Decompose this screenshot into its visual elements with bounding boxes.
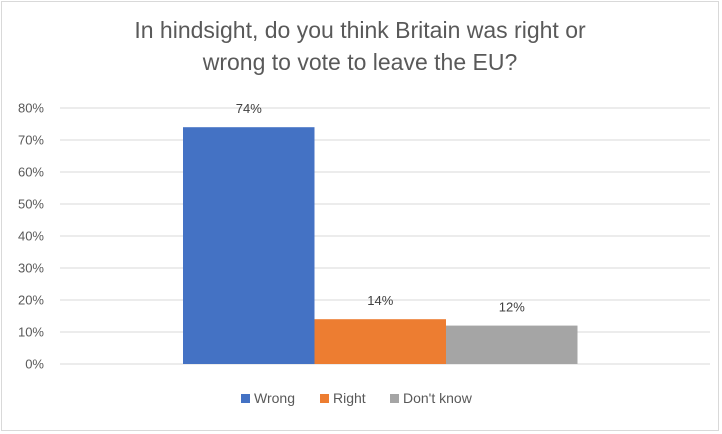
bar-right <box>314 319 446 364</box>
legend-swatch <box>241 394 250 403</box>
chart-title-line-1: In hindsight, do you think Britain was r… <box>134 17 586 43</box>
y-tick-label: 40% <box>18 229 44 244</box>
legend-swatch <box>390 394 399 403</box>
chart-title-line-2: wrong to vote to leave the EU? <box>202 49 518 75</box>
legend-label: Don't know <box>403 390 473 406</box>
legend-swatch <box>320 394 329 403</box>
y-tick-label: 20% <box>18 293 44 308</box>
data-label: 14% <box>367 293 393 308</box>
bar-don-t-know <box>446 325 578 364</box>
y-tick-label: 70% <box>18 133 44 148</box>
y-tick-label: 60% <box>18 165 44 180</box>
legend-label: Wrong <box>254 390 295 406</box>
y-tick-label: 80% <box>18 101 44 116</box>
y-tick-label: 50% <box>18 197 44 212</box>
y-tick-label: 30% <box>18 261 44 276</box>
chart-title: In hindsight, do you think Britain was r… <box>60 14 660 78</box>
legend-label: Right <box>333 390 366 406</box>
data-label: 12% <box>499 300 525 315</box>
y-tick-label: 0% <box>25 357 44 372</box>
bar-wrong <box>183 127 315 364</box>
y-tick-label: 10% <box>18 325 44 340</box>
data-label: 74% <box>236 101 262 116</box>
